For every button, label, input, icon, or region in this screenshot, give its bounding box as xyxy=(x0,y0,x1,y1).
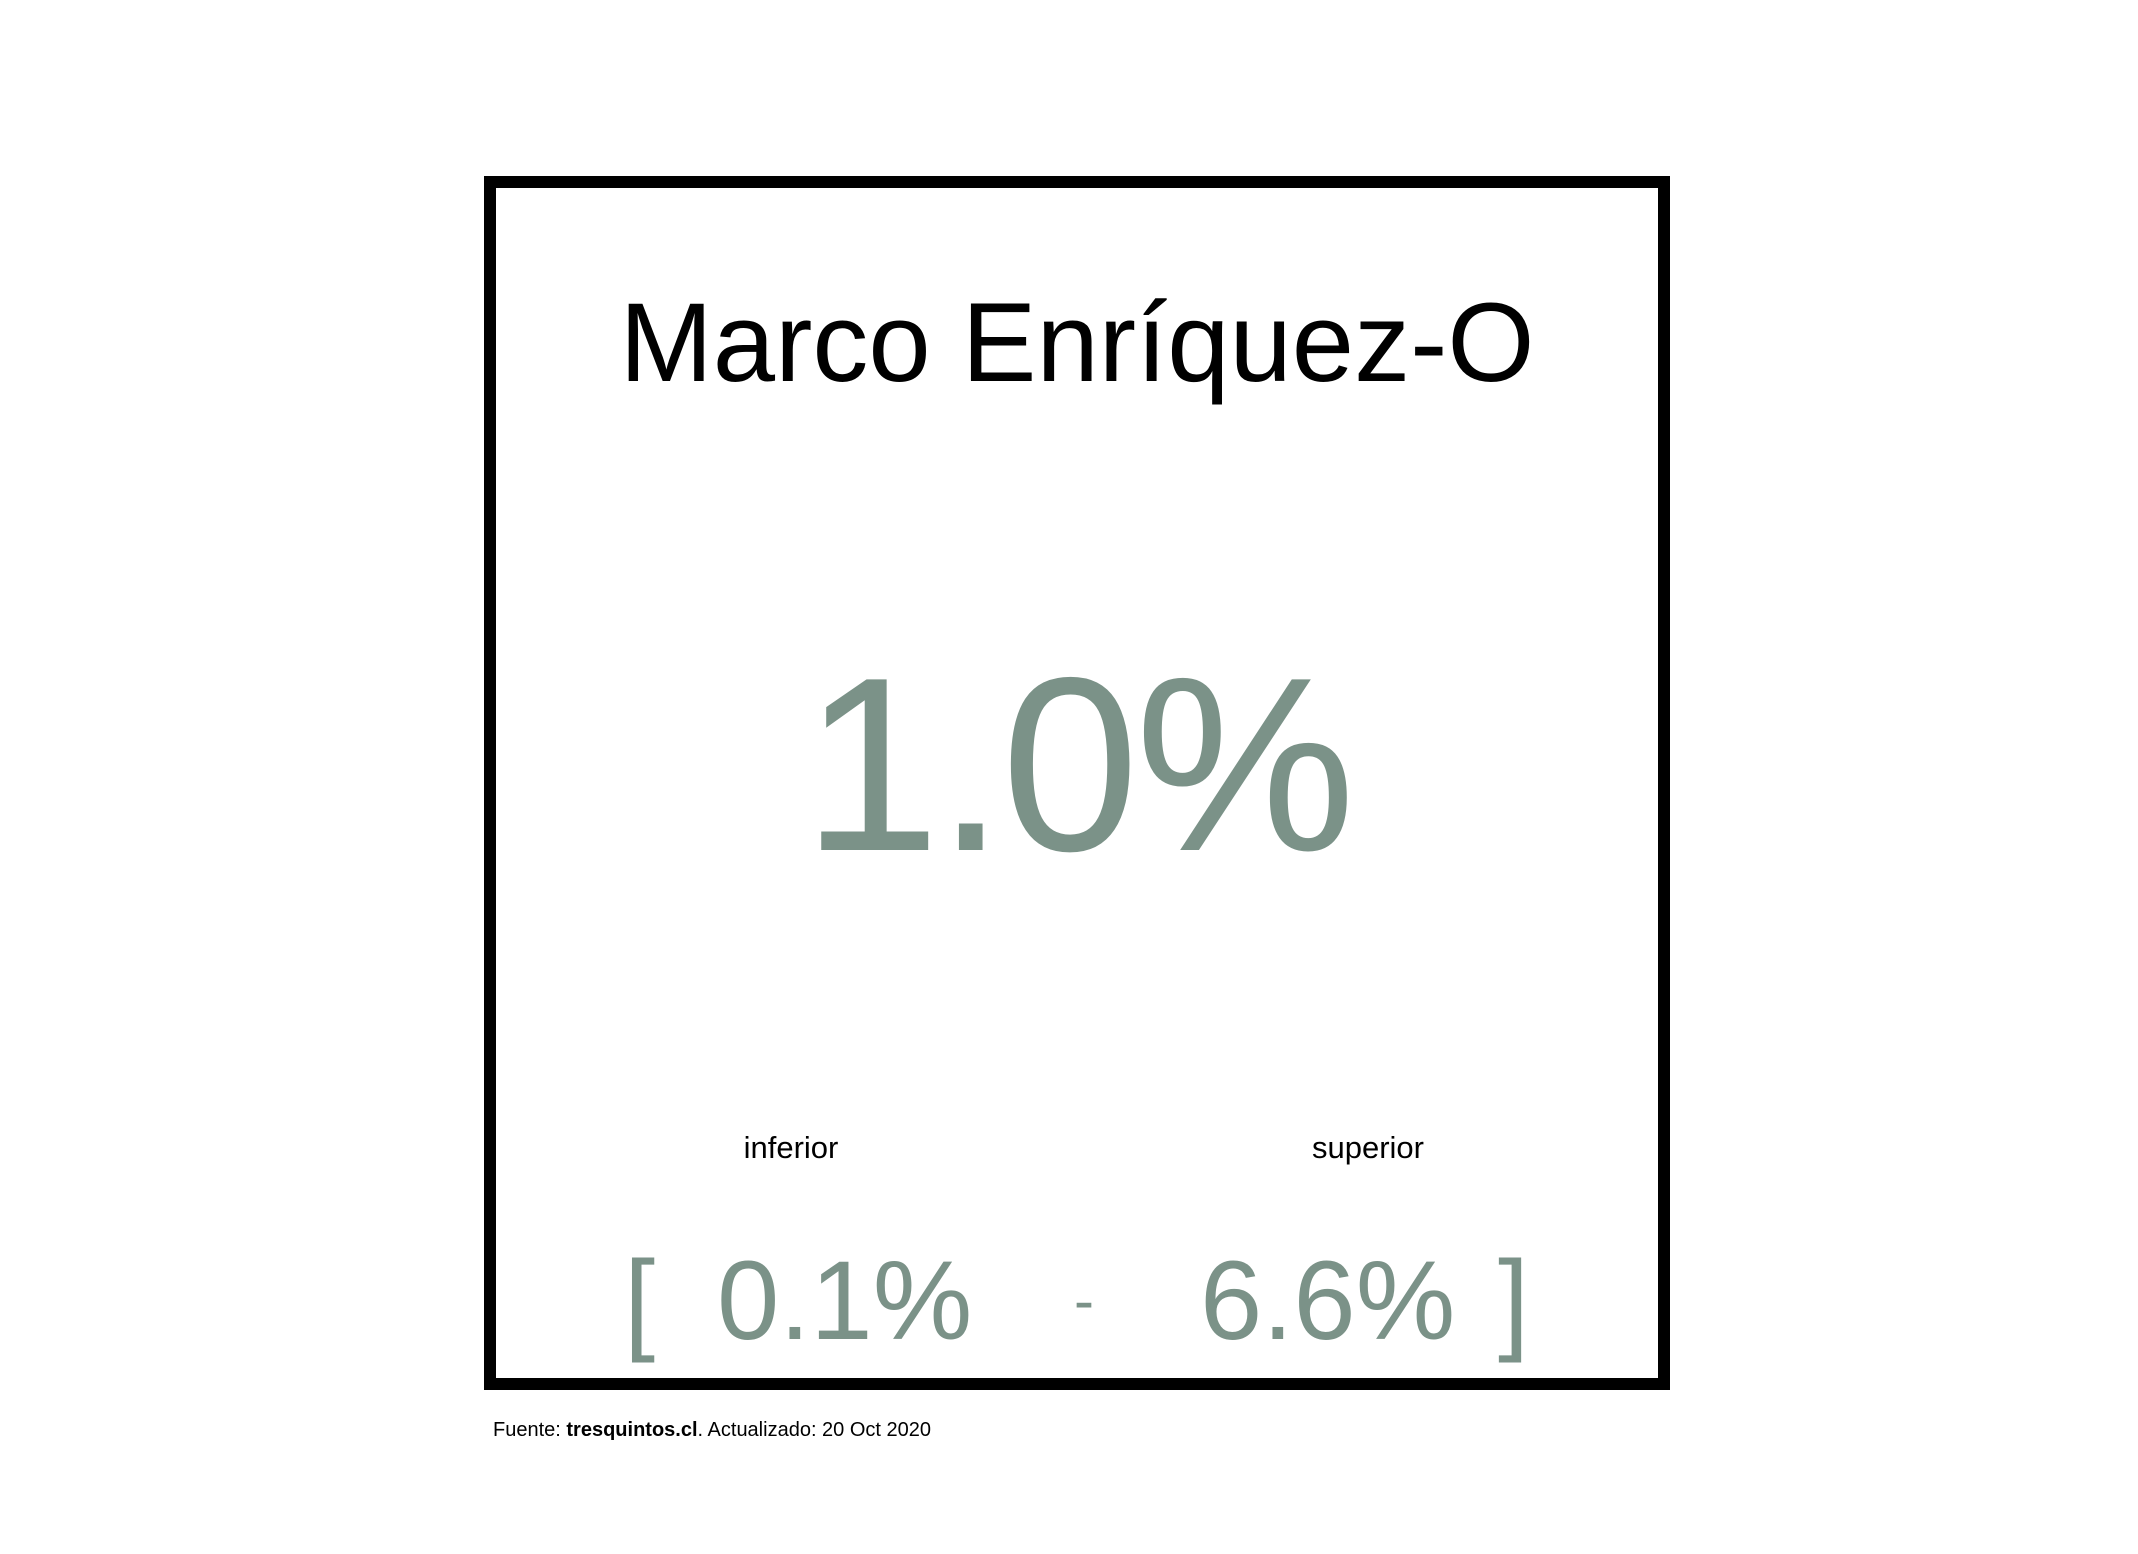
lower-bound-value: 0.1% xyxy=(717,1238,973,1363)
interval-separator: - xyxy=(1074,1267,1094,1334)
upper-bound-value: 6.6% xyxy=(1200,1238,1456,1363)
upper-bound-label: superior xyxy=(1312,1130,1424,1165)
updated-text: . Actualizado: 20 Oct 2020 xyxy=(697,1419,932,1441)
candidate-name: Marco Enríquez-O xyxy=(619,280,1535,405)
interval-open-bracket: [ xyxy=(624,1238,656,1363)
source-prefix: Fuente: xyxy=(493,1419,567,1441)
source-footer: Fuente: tresquintos.cl. Actualizado: 20 … xyxy=(493,1418,931,1442)
interval-row: [ 0.1% - 6.6% ] xyxy=(496,1236,1658,1366)
estimate-value: 1.0% xyxy=(802,625,1355,903)
lower-bound-label: inferior xyxy=(743,1130,839,1165)
estimate-card: Marco Enríquez-O 1.0% inferior superior … xyxy=(484,176,1670,1390)
source-name: tresquintos.cl xyxy=(566,1419,698,1441)
interval-close-bracket: ] xyxy=(1498,1238,1530,1363)
